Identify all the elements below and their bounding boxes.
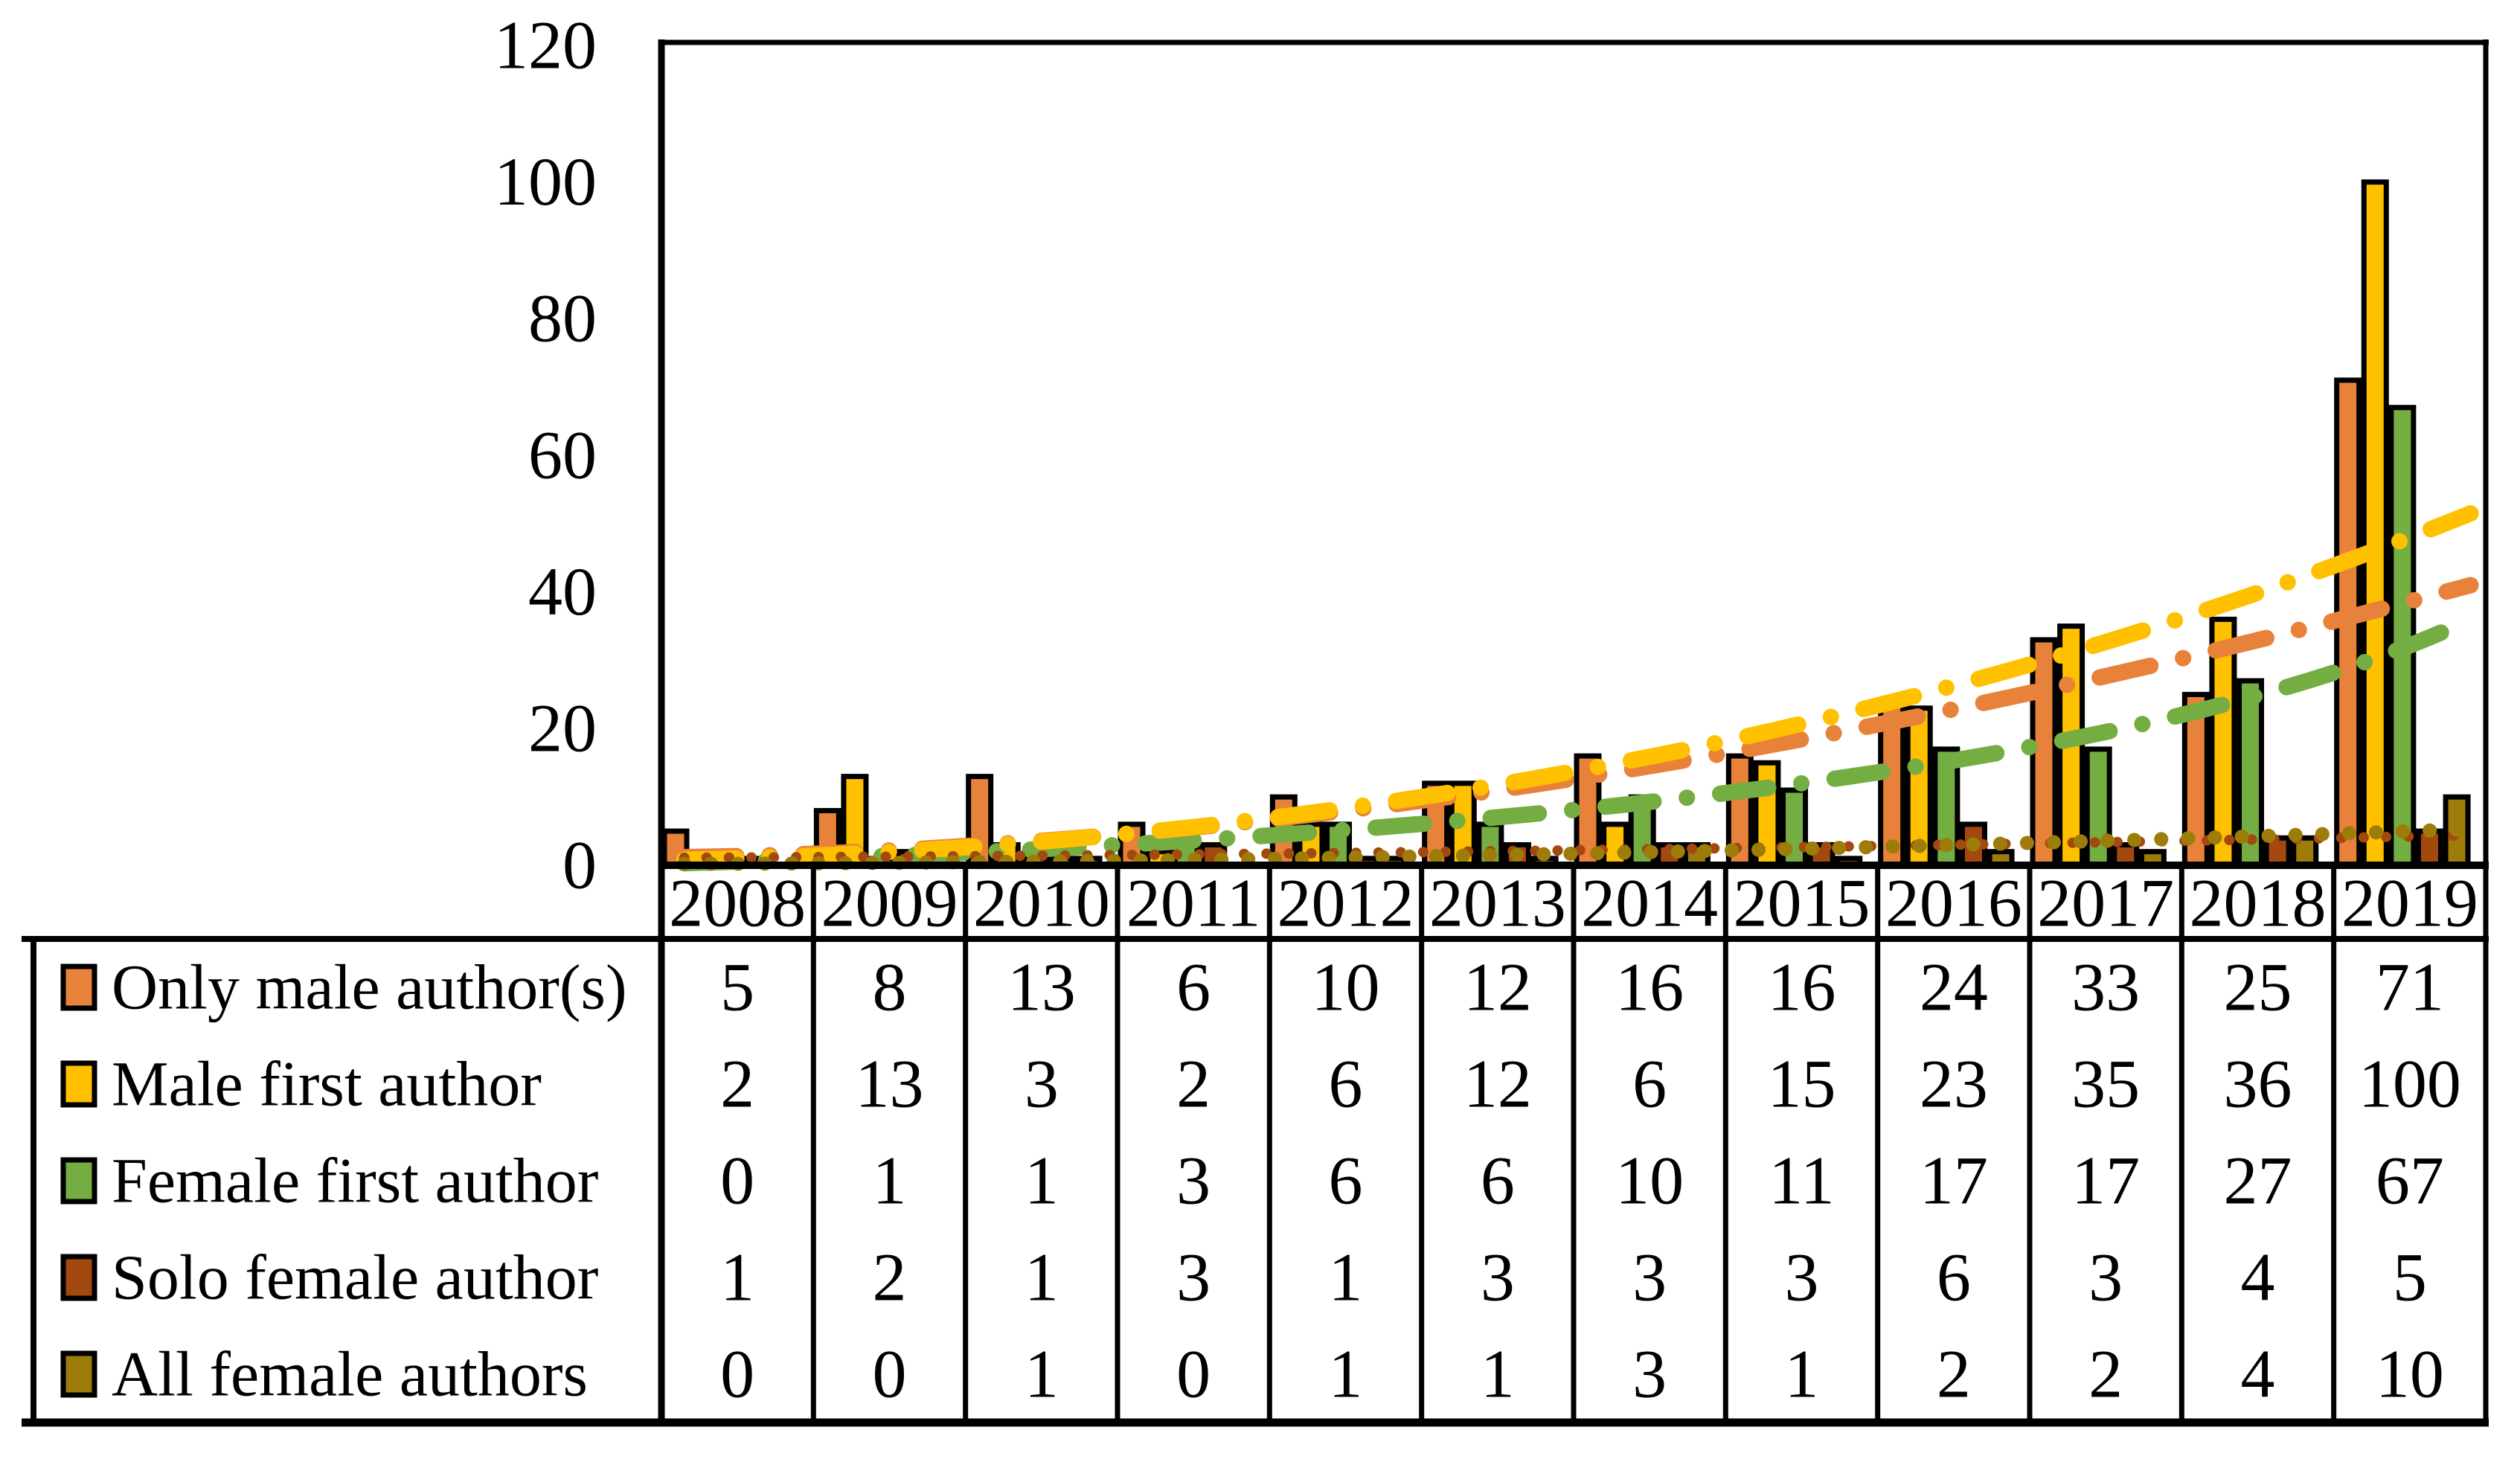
cell-solo-female-author-2009: 2	[873, 1239, 907, 1315]
cell-all-female-authors-2014: 3	[1632, 1335, 1667, 1411]
legend-swatch-solo-female-author	[60, 1254, 97, 1301]
cell-only-male-author-s--2009: 8	[873, 949, 907, 1024]
cell-male-first-author-2018: 36	[2224, 1045, 2292, 1121]
year-header-2015: 2015	[1734, 865, 1870, 940]
bar-female-first-author-2017	[2084, 746, 2112, 868]
year-header-2013: 2013	[1429, 865, 1566, 940]
row-label-all-female-authors: All female authors	[112, 1338, 588, 1409]
cell-male-first-author-2017: 35	[2071, 1045, 2140, 1121]
y-tick-label: 20	[528, 690, 597, 766]
cell-female-first-author-2019: 67	[2376, 1142, 2444, 1218]
legend-swatch-all-female-authors	[60, 1350, 97, 1398]
cell-solo-female-author-2016: 6	[1937, 1239, 1971, 1315]
y-tick-label: 0	[562, 827, 597, 902]
legend-swatch-female-first-author	[60, 1157, 97, 1205]
year-header-2016: 2016	[1885, 865, 2022, 940]
bar-male-first-author-2019	[2361, 179, 2389, 868]
cell-all-female-authors-2013: 1	[1481, 1335, 1515, 1411]
cell-male-first-author-2010: 3	[1025, 1045, 1059, 1121]
y-tick-label: 120	[494, 7, 597, 83]
cell-all-female-authors-2019: 10	[2376, 1335, 2444, 1411]
y-tick-label: 100	[494, 144, 597, 219]
legend-swatch-male-first-author	[60, 1060, 97, 1108]
cell-solo-female-author-2018: 4	[2241, 1239, 2275, 1315]
cell-all-female-authors-2016: 2	[1937, 1335, 1971, 1411]
year-header-2009: 2009	[821, 865, 958, 940]
year-header-2012: 2012	[1277, 865, 1414, 940]
y-tick-label: 40	[528, 554, 597, 629]
cell-male-first-author-2019: 100	[2359, 1045, 2461, 1121]
cell-female-first-author-2008: 0	[720, 1142, 754, 1218]
cell-solo-female-author-2008: 1	[720, 1239, 754, 1315]
cell-only-male-author-s--2011: 6	[1176, 949, 1211, 1024]
cell-only-male-author-s--2017: 33	[2071, 949, 2140, 1024]
row-label-female-first-author: Female first author	[112, 1144, 598, 1216]
year-header-2010: 2010	[973, 865, 1110, 940]
year-header-2019: 2019	[2341, 865, 2478, 940]
cell-only-male-author-s--2012: 10	[1312, 949, 1380, 1024]
cell-male-first-author-2014: 6	[1632, 1045, 1667, 1121]
year-header-2014: 2014	[1581, 865, 1718, 940]
cell-only-male-author-s--2015: 16	[1768, 949, 1836, 1024]
bar-female-first-author-2019	[2388, 405, 2417, 868]
trendline-female-first-author	[676, 614, 2472, 872]
cell-solo-female-author-2015: 3	[1785, 1239, 1819, 1315]
cell-female-first-author-2009: 1	[873, 1142, 907, 1218]
row-label-only-male-author-s-: Only male author(s)	[112, 951, 627, 1022]
cell-all-female-authors-2018: 4	[2241, 1335, 2275, 1411]
cell-only-male-author-s--2014: 16	[1615, 949, 1684, 1024]
cell-female-first-author-2018: 27	[2224, 1142, 2292, 1218]
year-header-2017: 2017	[2037, 865, 2174, 940]
cell-female-first-author-2014: 10	[1615, 1142, 1684, 1218]
cell-only-male-author-s--2016: 24	[1920, 949, 1988, 1024]
cell-solo-female-author-2019: 5	[2393, 1239, 2427, 1315]
bar-male-first-author-2018	[2209, 616, 2237, 868]
year-header-2011: 2011	[1126, 865, 1261, 940]
y-tick-label: 80	[528, 280, 597, 356]
year-header-2018: 2018	[2190, 865, 2327, 940]
cell-only-male-author-s--2008: 5	[720, 949, 754, 1024]
cell-female-first-author-2011: 3	[1176, 1142, 1211, 1218]
trendline-male-first-author	[676, 505, 2479, 868]
cell-solo-female-author-2013: 3	[1481, 1239, 1515, 1315]
bar-only-male-author-s--2017	[2030, 637, 2058, 868]
cell-female-first-author-2012: 6	[1329, 1142, 1363, 1218]
cell-female-first-author-2016: 17	[1920, 1142, 1988, 1218]
cell-only-male-author-s--2018: 25	[2224, 949, 2292, 1024]
cell-female-first-author-2010: 1	[1025, 1142, 1059, 1218]
cell-female-first-author-2017: 17	[2071, 1142, 2140, 1218]
cell-male-first-author-2011: 2	[1176, 1045, 1211, 1121]
cell-only-male-author-s--2019: 71	[2376, 949, 2444, 1024]
cell-solo-female-author-2011: 3	[1176, 1239, 1211, 1315]
cell-male-first-author-2009: 13	[856, 1045, 924, 1121]
cell-only-male-author-s--2013: 12	[1463, 949, 1532, 1024]
cell-only-male-author-s--2010: 13	[1007, 949, 1076, 1024]
cell-male-first-author-2012: 6	[1329, 1045, 1363, 1121]
cell-female-first-author-2015: 11	[1769, 1142, 1835, 1218]
cell-solo-female-author-2010: 1	[1025, 1239, 1059, 1315]
cell-male-first-author-2013: 12	[1463, 1045, 1532, 1121]
cell-male-first-author-2008: 2	[720, 1045, 754, 1121]
row-label-male-first-author: Male first author	[112, 1048, 542, 1119]
cell-male-first-author-2015: 15	[1768, 1045, 1836, 1121]
cell-all-female-authors-2010: 1	[1025, 1335, 1059, 1411]
cell-male-first-author-2016: 23	[1920, 1045, 1988, 1121]
y-tick-label: 60	[528, 417, 597, 493]
cell-all-female-authors-2017: 2	[2088, 1335, 2123, 1411]
row-label-solo-female-author: Solo female author	[112, 1241, 598, 1312]
cell-all-female-authors-2011: 0	[1176, 1335, 1211, 1411]
year-header-2008: 2008	[669, 865, 806, 940]
cell-female-first-author-2013: 6	[1481, 1142, 1515, 1218]
cell-solo-female-author-2017: 3	[2088, 1239, 2123, 1315]
cell-all-female-authors-2012: 1	[1329, 1335, 1363, 1411]
cell-solo-female-author-2014: 3	[1632, 1239, 1667, 1315]
cell-solo-female-author-2012: 1	[1329, 1239, 1363, 1315]
cell-all-female-authors-2008: 0	[720, 1335, 754, 1411]
cell-all-female-authors-2009: 0	[873, 1335, 907, 1411]
legend-swatch-only-male-author-s-	[60, 963, 97, 1011]
cell-all-female-authors-2015: 1	[1785, 1335, 1819, 1411]
